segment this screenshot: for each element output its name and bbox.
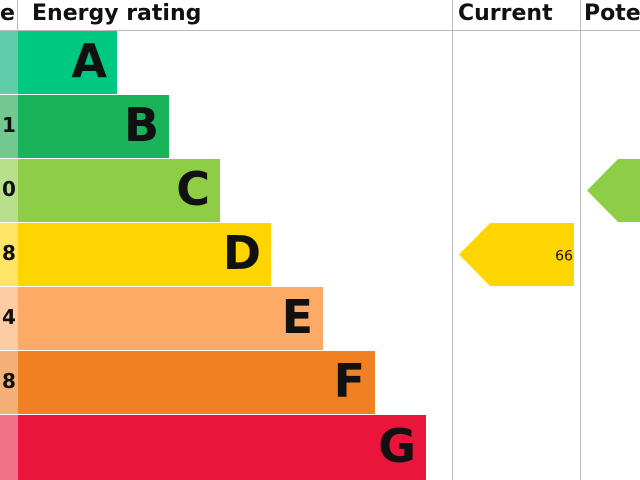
rating-letter: F (334, 354, 365, 408)
rating-letter: A (71, 34, 107, 88)
rating-letter: C (176, 162, 210, 216)
score-cell (0, 31, 18, 94)
rating-letter: B (124, 98, 159, 152)
score-range: 8 (2, 241, 16, 265)
score-range: 8 (2, 369, 16, 393)
rating-bar (18, 351, 375, 414)
score-cell (0, 287, 18, 350)
current-arrow (459, 223, 574, 286)
score-cell (0, 159, 18, 222)
rating-letter: E (282, 290, 313, 344)
rating-letter: D (223, 226, 261, 280)
score-header: e (0, 1, 15, 26)
potential-header: Pote (584, 1, 640, 26)
score-cell (0, 415, 18, 480)
rating-bar (18, 31, 117, 94)
rating-letter: G (378, 419, 416, 473)
score-range: 4 (2, 305, 16, 329)
current-header: Current (458, 1, 553, 26)
rating-bar (18, 159, 220, 222)
score-cell (0, 223, 18, 286)
rating-bar (18, 287, 323, 350)
rating-bar (18, 415, 426, 480)
rating-bar (18, 95, 169, 158)
score-cell (0, 351, 18, 414)
score-range: 1 (2, 113, 16, 137)
rating-bar (18, 223, 271, 286)
score-range: 0 (2, 177, 16, 201)
score-cell (0, 95, 18, 158)
current-value: 66 (555, 249, 573, 265)
rating-header: Energy rating (32, 1, 201, 26)
potential-arrow (587, 159, 640, 222)
